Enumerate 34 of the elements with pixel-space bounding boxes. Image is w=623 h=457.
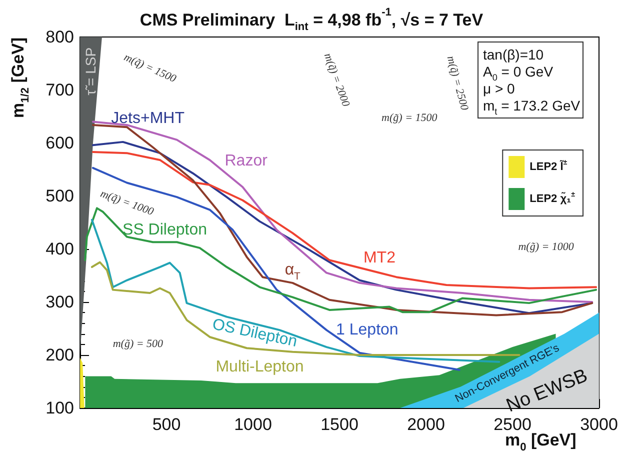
y-tick-label: 400 [46,240,74,258]
series-label: Multi-Lepton [216,358,304,376]
x-tick-label: 1500 [320,415,358,434]
series-label: SS Dilepton [122,221,208,238]
series-label: MT2 [363,250,396,267]
annotation: m(q̃) = 1000 [98,188,156,218]
x-tick-label: 3000 [580,415,618,434]
x-tick-label: 500 [152,415,181,434]
y-tick-label: 100 [46,398,74,418]
annotation: m(q̃) = 2500 [444,54,470,112]
annotation: m(q̃) = 1500 [122,51,178,86]
x-tick-label: 1000 [234,415,272,434]
y-tick-label: 200 [46,346,74,364]
annotation: m(g̃) = 500 [112,338,164,350]
series-label: τ̃ = LSP [82,47,99,96]
series-label: Razor [224,152,268,170]
line-series [90,261,520,356]
x-tick-label: 2500 [494,415,532,434]
y-tick-label: 800 [46,28,74,46]
annotation: m(g̃) = 1500 [382,112,438,124]
annotation: μ > 0 [483,80,516,96]
annotation: m(g̃) = 1000 [518,240,574,253]
series-label: Jets+MHT [111,110,185,128]
y-tick-label: 300 [46,292,74,312]
y-tick-label: 700 [46,80,74,100]
text: OS Dilepton [210,316,299,351]
annotation: m(q̃) = 2000 [321,52,352,109]
x-tick-label: 2000 [407,415,445,434]
series-label: 1 Lepton [336,322,398,339]
y-tick-label: 600 [46,134,74,152]
y-axis-title: m1/2 [GeV] [8,37,32,118]
annotation: tan(β)=10 [483,46,544,62]
y-tick-label: 500 [46,186,74,206]
line-series [92,151,598,290]
